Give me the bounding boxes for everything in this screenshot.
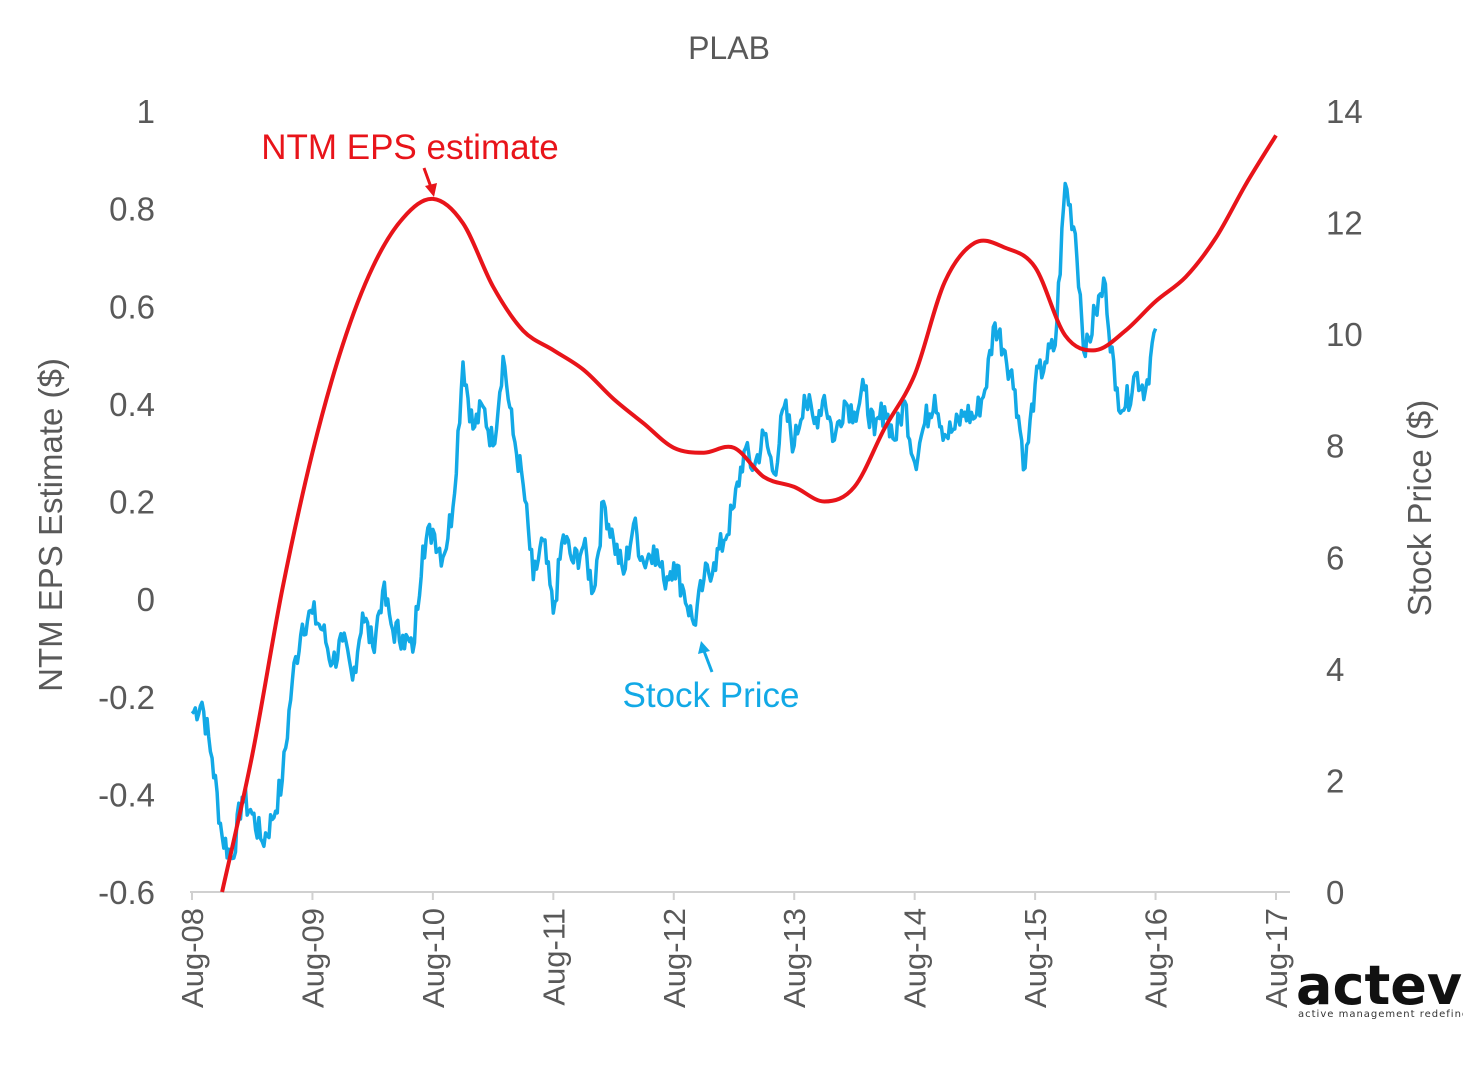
left-axis-tick-label: -0.4 xyxy=(98,776,155,813)
right-axis-tick-label: 6 xyxy=(1326,539,1344,576)
right-axis-tick-label: 0 xyxy=(1326,874,1344,911)
left-axis-tick-label: 0 xyxy=(137,581,155,618)
eps-estimate-series-line xyxy=(220,134,1278,893)
left-axis-tick-label: 0.2 xyxy=(109,484,155,521)
x-axis-tick-marks xyxy=(191,892,1277,900)
x-axis-tick-label: Aug-17 xyxy=(1259,908,1294,1008)
x-axis-tick-label: Aug-10 xyxy=(416,908,451,1008)
left-axis-tick-label: 0.4 xyxy=(109,386,155,423)
acteve-logo: acteve active management redefined. xyxy=(1296,954,1463,1020)
price-label-arrow xyxy=(702,650,714,673)
right-axis-tick-label: 12 xyxy=(1326,205,1363,242)
left-axis-title: NTM EPS Estimate ($) xyxy=(32,358,69,692)
left-axis-tick-label: -0.6 xyxy=(98,874,155,911)
eps-series-label: NTM EPS estimate xyxy=(261,128,559,167)
eps-label-arrowhead xyxy=(425,183,437,197)
x-axis-ticks: Aug-08 Aug-09 Aug-10 Aug-11 Aug-12 Aug-13 Aug-… xyxy=(175,908,1294,1008)
right-axis-tick-label: 8 xyxy=(1326,428,1344,465)
right-axis-tick-label: 10 xyxy=(1326,316,1363,353)
chart-title: PLAB xyxy=(688,30,770,66)
right-axis-tick-label: 14 xyxy=(1326,93,1363,130)
x-axis-tick-label: Aug-16 xyxy=(1139,908,1174,1008)
left-axis-tick-label: 0.6 xyxy=(109,288,155,325)
logo-wordmark: acteve xyxy=(1296,954,1463,1017)
x-axis-tick-label: Aug-09 xyxy=(295,908,330,1008)
x-axis-tick-label: Aug-08 xyxy=(175,908,210,1008)
price-label-arrowhead xyxy=(698,641,710,654)
x-axis-tick-label: Aug-15 xyxy=(1018,908,1053,1008)
right-axis-title: Stock Price ($) xyxy=(1401,400,1438,616)
left-axis-ticks: 1 0.8 0.6 0.4 0.2 0 -0.2 -0.4 -0.6 xyxy=(98,93,155,911)
right-axis-tick-label: 2 xyxy=(1326,762,1344,799)
x-axis-tick-label: Aug-12 xyxy=(657,908,692,1008)
logo-tagline: active management redefined. xyxy=(1298,1009,1463,1020)
right-axis-tick-label: 4 xyxy=(1326,651,1344,688)
left-axis-tick-label: -0.2 xyxy=(98,679,155,716)
left-axis-tick-label: 1 xyxy=(137,93,155,130)
price-series-label: Stock Price xyxy=(623,676,800,715)
x-axis-tick-label: Aug-13 xyxy=(777,908,812,1008)
right-axis-ticks: 14 12 10 8 6 4 2 0 xyxy=(1326,93,1363,911)
stock-price-series-line xyxy=(190,181,1158,861)
left-axis-tick-label: 0.8 xyxy=(109,191,155,228)
x-axis-tick-label: Aug-11 xyxy=(536,908,571,1006)
x-axis-tick-label: Aug-14 xyxy=(898,908,933,1008)
